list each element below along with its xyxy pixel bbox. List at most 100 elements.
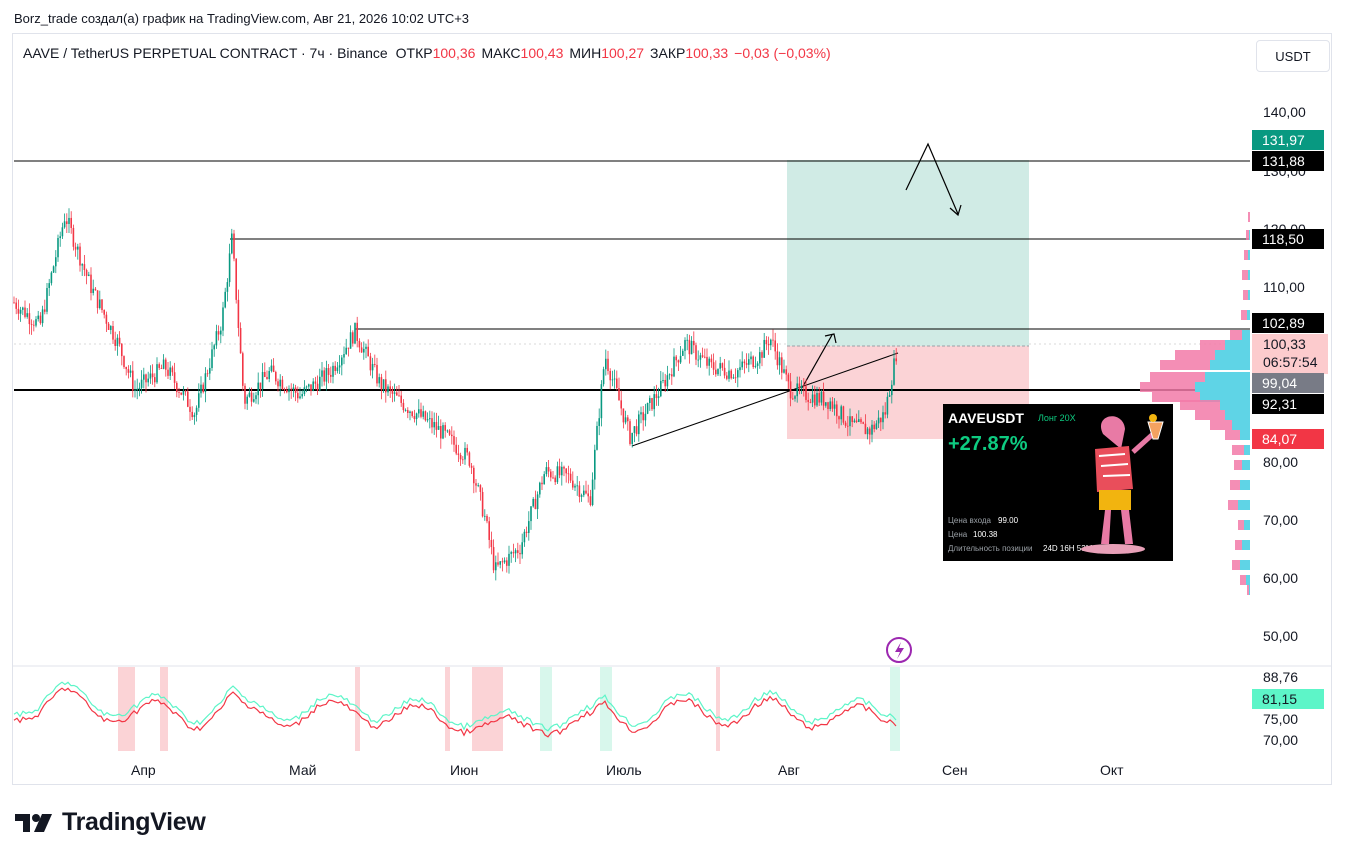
candle-body: [605, 358, 607, 370]
candle-body: [400, 395, 402, 403]
candle-body: [618, 388, 620, 401]
profit-zone[interactable]: [787, 160, 1029, 346]
candle-body: [33, 324, 35, 326]
volume-profile-bar: [1180, 400, 1220, 410]
candle-body: [517, 550, 519, 553]
candle-body: [288, 388, 290, 393]
candle-body: [457, 453, 460, 455]
candlestick-series[interactable]: [13, 208, 897, 581]
candle-body: [737, 370, 739, 378]
candle-body: [891, 384, 893, 396]
candle-body: [822, 391, 825, 406]
candle-body: [888, 395, 891, 397]
symbol-title[interactable]: AAVE / TetherUS PERPETUAL CONTRACT · 7ч …: [23, 45, 388, 61]
candle-body: [253, 399, 255, 402]
price-axis[interactable]: 140,00 130,00 120,00 110,00 80,00 70,00 …: [1252, 0, 1332, 800]
candle-body: [371, 363, 374, 371]
candle-body: [99, 299, 101, 309]
candle-body: [609, 370, 611, 381]
candle-body: [646, 403, 649, 414]
candle-body: [851, 416, 853, 423]
candle-body: [215, 331, 218, 346]
candle-body: [730, 370, 732, 379]
time-axis[interactable]: Апр Май Июн Июль Авг Сен Окт: [14, 760, 1250, 780]
indicator-series[interactable]: [13, 667, 900, 751]
candle-body: [710, 358, 713, 363]
time-tick: Окт: [1100, 762, 1124, 778]
volume-profile-bar: [1240, 430, 1250, 440]
candle-body: [303, 387, 306, 395]
candle-body: [631, 432, 633, 444]
lightning-icon[interactable]: [886, 637, 912, 663]
trendline[interactable]: [631, 352, 899, 447]
volume-profile-bar: [1242, 270, 1248, 280]
candle-body: [387, 386, 389, 393]
candle-body: [855, 420, 858, 423]
candle-body: [37, 315, 39, 320]
candle-body: [532, 498, 534, 507]
candle-body: [191, 411, 193, 418]
candle-body: [198, 393, 200, 408]
candle-body: [523, 531, 526, 543]
candle-body: [382, 379, 385, 390]
candle-body: [501, 561, 504, 563]
candle-body: [497, 562, 499, 565]
chart-canvas[interactable]: [0, 0, 1346, 800]
candle-body: [321, 370, 323, 377]
candle-body: [308, 384, 310, 387]
candle-body: [444, 425, 446, 431]
candle-body: [325, 368, 328, 382]
candle-body: [407, 410, 409, 414]
currency-selector-button[interactable]: USDT: [1256, 40, 1330, 72]
candle-body: [59, 236, 61, 238]
open-value: 100,36: [432, 45, 476, 61]
candle-body: [697, 359, 699, 361]
last-price-value: 100,33: [1263, 336, 1306, 352]
volume-profile-bar: [1205, 372, 1250, 382]
candle-body: [26, 313, 28, 317]
candle-body: [134, 389, 136, 391]
volume-profile-bar: [1240, 480, 1250, 490]
volume-profile-bar: [1140, 382, 1195, 392]
candle-body: [147, 378, 149, 383]
candle-body: [858, 419, 860, 423]
candle-body: [521, 542, 523, 555]
volume-profile-bar: [1200, 340, 1225, 350]
candle-body: [462, 459, 464, 461]
candle-body: [319, 376, 321, 391]
candle-body: [668, 374, 671, 376]
candle-body: [118, 337, 121, 344]
candle-body: [558, 466, 561, 476]
candle-body: [816, 393, 818, 406]
candle-body: [226, 282, 229, 292]
candle-body: [789, 381, 792, 399]
candle-body: [688, 339, 691, 355]
candle-body: [365, 346, 367, 349]
projection-arrow-path[interactable]: [905, 142, 959, 215]
candle-body: [299, 396, 301, 399]
candle-body: [884, 412, 886, 415]
candle-body: [629, 421, 631, 444]
candle-body: [327, 368, 330, 375]
candle-body: [107, 323, 110, 330]
arrow-up-path[interactable]: [801, 334, 833, 389]
candle-body: [448, 430, 451, 435]
change-value: −0,03 (−0,03%): [734, 45, 831, 61]
candle-body: [211, 349, 213, 368]
candle-body: [105, 314, 108, 324]
candle-body: [576, 485, 578, 487]
candle-body: [83, 264, 86, 270]
candle-body: [682, 350, 684, 356]
arrow-up-head: [824, 333, 837, 344]
open-label: ОТКР: [395, 45, 433, 61]
indicator-shade: [540, 667, 552, 751]
candle-body: [374, 363, 376, 365]
candle-body: [184, 390, 187, 392]
candle-body: [228, 253, 231, 283]
candle-body: [169, 367, 171, 376]
candle-body: [312, 381, 314, 391]
tradingview-logo[interactable]: TradingView: [14, 808, 206, 837]
candle-body: [367, 346, 369, 357]
candle-body: [488, 521, 490, 540]
candle-body: [653, 394, 655, 410]
